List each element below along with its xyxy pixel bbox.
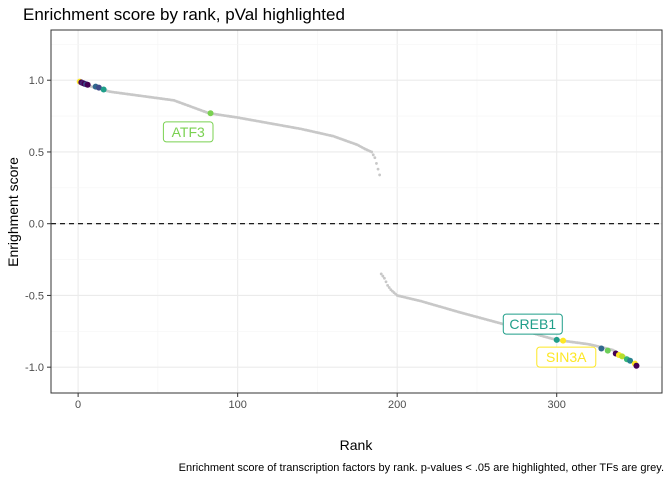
highlighted-point — [553, 336, 560, 343]
y-tick-label: 0.0 — [29, 219, 44, 231]
point-label-box — [536, 346, 597, 368]
grey-point — [381, 274, 385, 278]
highlighted-point — [633, 362, 640, 369]
point-label-text: SIN3A — [546, 349, 587, 365]
x-axis-ticks: 0 100 200 300 — [75, 393, 566, 411]
grey-point — [384, 280, 388, 284]
highlighted-point — [560, 337, 567, 344]
highlighted-point — [207, 110, 214, 117]
grey-point — [373, 156, 377, 160]
highlighted-point — [84, 81, 91, 88]
grey-point — [387, 286, 391, 289]
grid — [51, 30, 662, 393]
highlighted-points — [76, 78, 640, 369]
panel-border — [50, 29, 663, 394]
grey-point — [371, 153, 375, 157]
chart-title: Enrichment score by rank, pVal highlight… — [23, 5, 345, 24]
y-tick-label: -1.0 — [25, 362, 44, 374]
chart-caption: Enrichment score of transcription factor… — [179, 462, 664, 474]
y-tick-label: 1.0 — [29, 75, 44, 87]
x-tick-label: 0 — [75, 399, 81, 411]
highlighted-point — [627, 357, 634, 364]
grey-point — [379, 272, 383, 276]
highlighted-point — [604, 347, 611, 354]
point-label-box — [502, 313, 563, 335]
point-label-text: ATF3 — [172, 124, 205, 140]
y-axis-title: Enrighment score — [5, 157, 21, 267]
grey-point — [386, 283, 390, 287]
highlighted-point — [95, 84, 102, 91]
highlighted-point — [598, 345, 605, 352]
grey-point — [370, 150, 374, 154]
grey-point — [376, 167, 380, 171]
y-axis-ticks: 1.0 0.5 0.0 -0.5 -1.0 — [25, 75, 51, 374]
point-label-box — [162, 121, 214, 143]
x-axis-title: Rank — [340, 437, 374, 453]
grey-point — [378, 173, 382, 177]
point-label-text: CREB1 — [509, 316, 556, 332]
highlighted-point — [619, 353, 626, 360]
y-tick-label: -0.5 — [25, 290, 44, 302]
y-tick-label: 0.5 — [29, 147, 44, 159]
x-tick-label: 200 — [388, 399, 406, 411]
point-labels: ATF3 CREB1 SIN3A — [162, 121, 597, 368]
x-tick-label: 300 — [548, 399, 566, 411]
x-tick-label: 100 — [228, 399, 246, 411]
highlighted-point — [100, 86, 107, 93]
grey-point — [375, 162, 378, 165]
grey-point — [383, 276, 386, 280]
